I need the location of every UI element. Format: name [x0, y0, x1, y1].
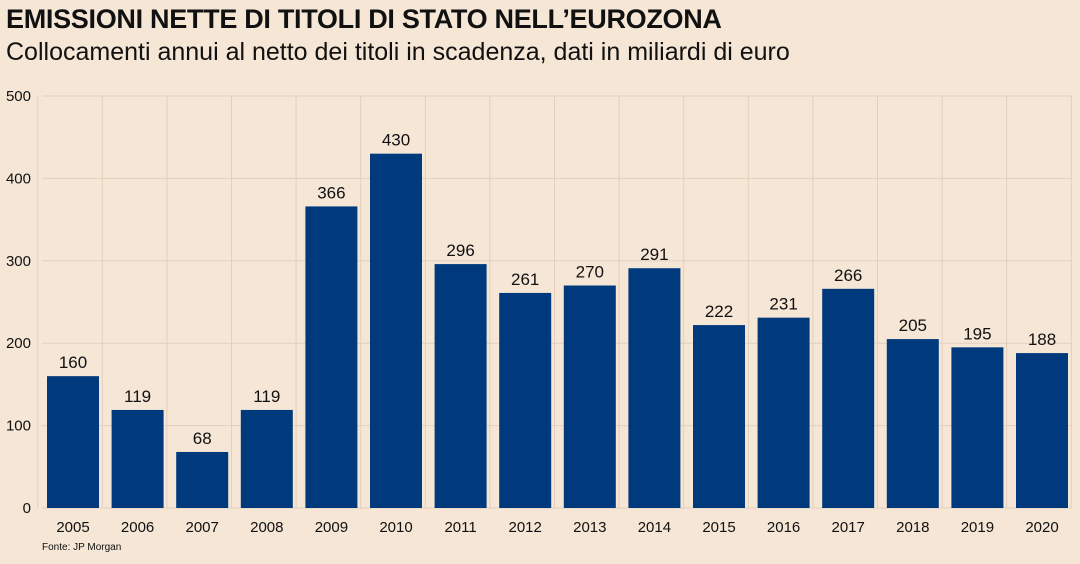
x-tick-label-2013: 2013 [573, 519, 606, 536]
bar-2011 [434, 264, 487, 508]
gridlines [37, 95, 1072, 509]
x-axis: 2005 2006 2007 2008 2009 2010 2011 2012 2013 2014… [56, 519, 1058, 536]
value-label-2007: 68 [193, 429, 212, 448]
bar-2014 [628, 268, 681, 508]
bar-2010 [370, 153, 422, 508]
value-label-2015: 222 [705, 302, 733, 321]
value-label-2013: 270 [576, 263, 604, 282]
x-tick-label-2017: 2017 [832, 519, 865, 536]
x-tick-label-2020: 2020 [1025, 519, 1058, 536]
x-tick-label-2012: 2012 [509, 519, 542, 536]
x-tick-label-2009: 2009 [315, 519, 348, 536]
x-tick-label-2010: 2010 [379, 519, 412, 536]
bar-2013 [563, 285, 616, 508]
bar-2006 [111, 409, 164, 508]
bar-2012 [499, 292, 552, 508]
x-tick-label-2016: 2016 [767, 519, 800, 536]
bar-2009 [305, 206, 358, 508]
value-label-2016: 231 [769, 295, 797, 314]
bar-2018 [886, 339, 939, 508]
bar-2016 [757, 317, 810, 508]
x-tick-label-2015: 2015 [702, 519, 735, 536]
value-label-2012: 261 [511, 270, 539, 289]
value-label-2014: 291 [640, 245, 668, 264]
x-tick-label-2008: 2008 [250, 519, 283, 536]
y-axis: 0 100 200 300 400 500 [6, 88, 31, 517]
y-tick-label: 400 [6, 170, 31, 187]
bar-2019 [951, 347, 1004, 508]
chart-title: EMISSIONI NETTE DI TITOLI DI STATO NELL’… [6, 4, 722, 34]
bar-2005 [47, 376, 99, 508]
value-label-2020: 188 [1028, 330, 1056, 349]
bar-2020 [1016, 353, 1068, 508]
y-tick-label: 300 [6, 253, 31, 270]
value-labels: 160 119 68 119 366 430 296 261 270 291 222 231 266 20… [59, 131, 1056, 448]
x-tick-label-2005: 2005 [56, 519, 89, 536]
source-note: Fonte: JP Morgan [42, 542, 122, 553]
y-tick-label: 100 [6, 418, 31, 435]
x-tick-label-2018: 2018 [896, 519, 929, 536]
value-label-2009: 366 [317, 183, 345, 202]
bar-2008 [240, 409, 293, 508]
value-label-2017: 266 [834, 266, 862, 285]
value-label-2005: 160 [59, 353, 87, 372]
value-label-2010: 430 [382, 131, 410, 150]
value-label-2011: 296 [446, 241, 474, 260]
y-tick-label: 200 [6, 335, 31, 352]
bar-2015 [693, 325, 745, 508]
x-tick-label-2019: 2019 [961, 519, 994, 536]
x-tick-label-2006: 2006 [121, 519, 154, 536]
x-tick-label-2014: 2014 [638, 519, 671, 536]
x-tick-label-2011: 2011 [444, 519, 476, 536]
bar-2007 [176, 451, 229, 508]
value-label-2008: 119 [253, 387, 280, 406]
bars [47, 153, 1068, 508]
y-tick-label: 500 [6, 88, 31, 105]
value-label-2006: 119 [124, 387, 151, 406]
value-label-2019: 195 [963, 324, 991, 343]
y-tick-label: 0 [23, 500, 31, 517]
chart-subtitle: Collocamenti annui al netto dei titoli i… [6, 38, 790, 66]
bar-2017 [822, 288, 875, 508]
x-tick-label-2007: 2007 [186, 519, 219, 536]
value-label-2018: 205 [899, 316, 927, 335]
